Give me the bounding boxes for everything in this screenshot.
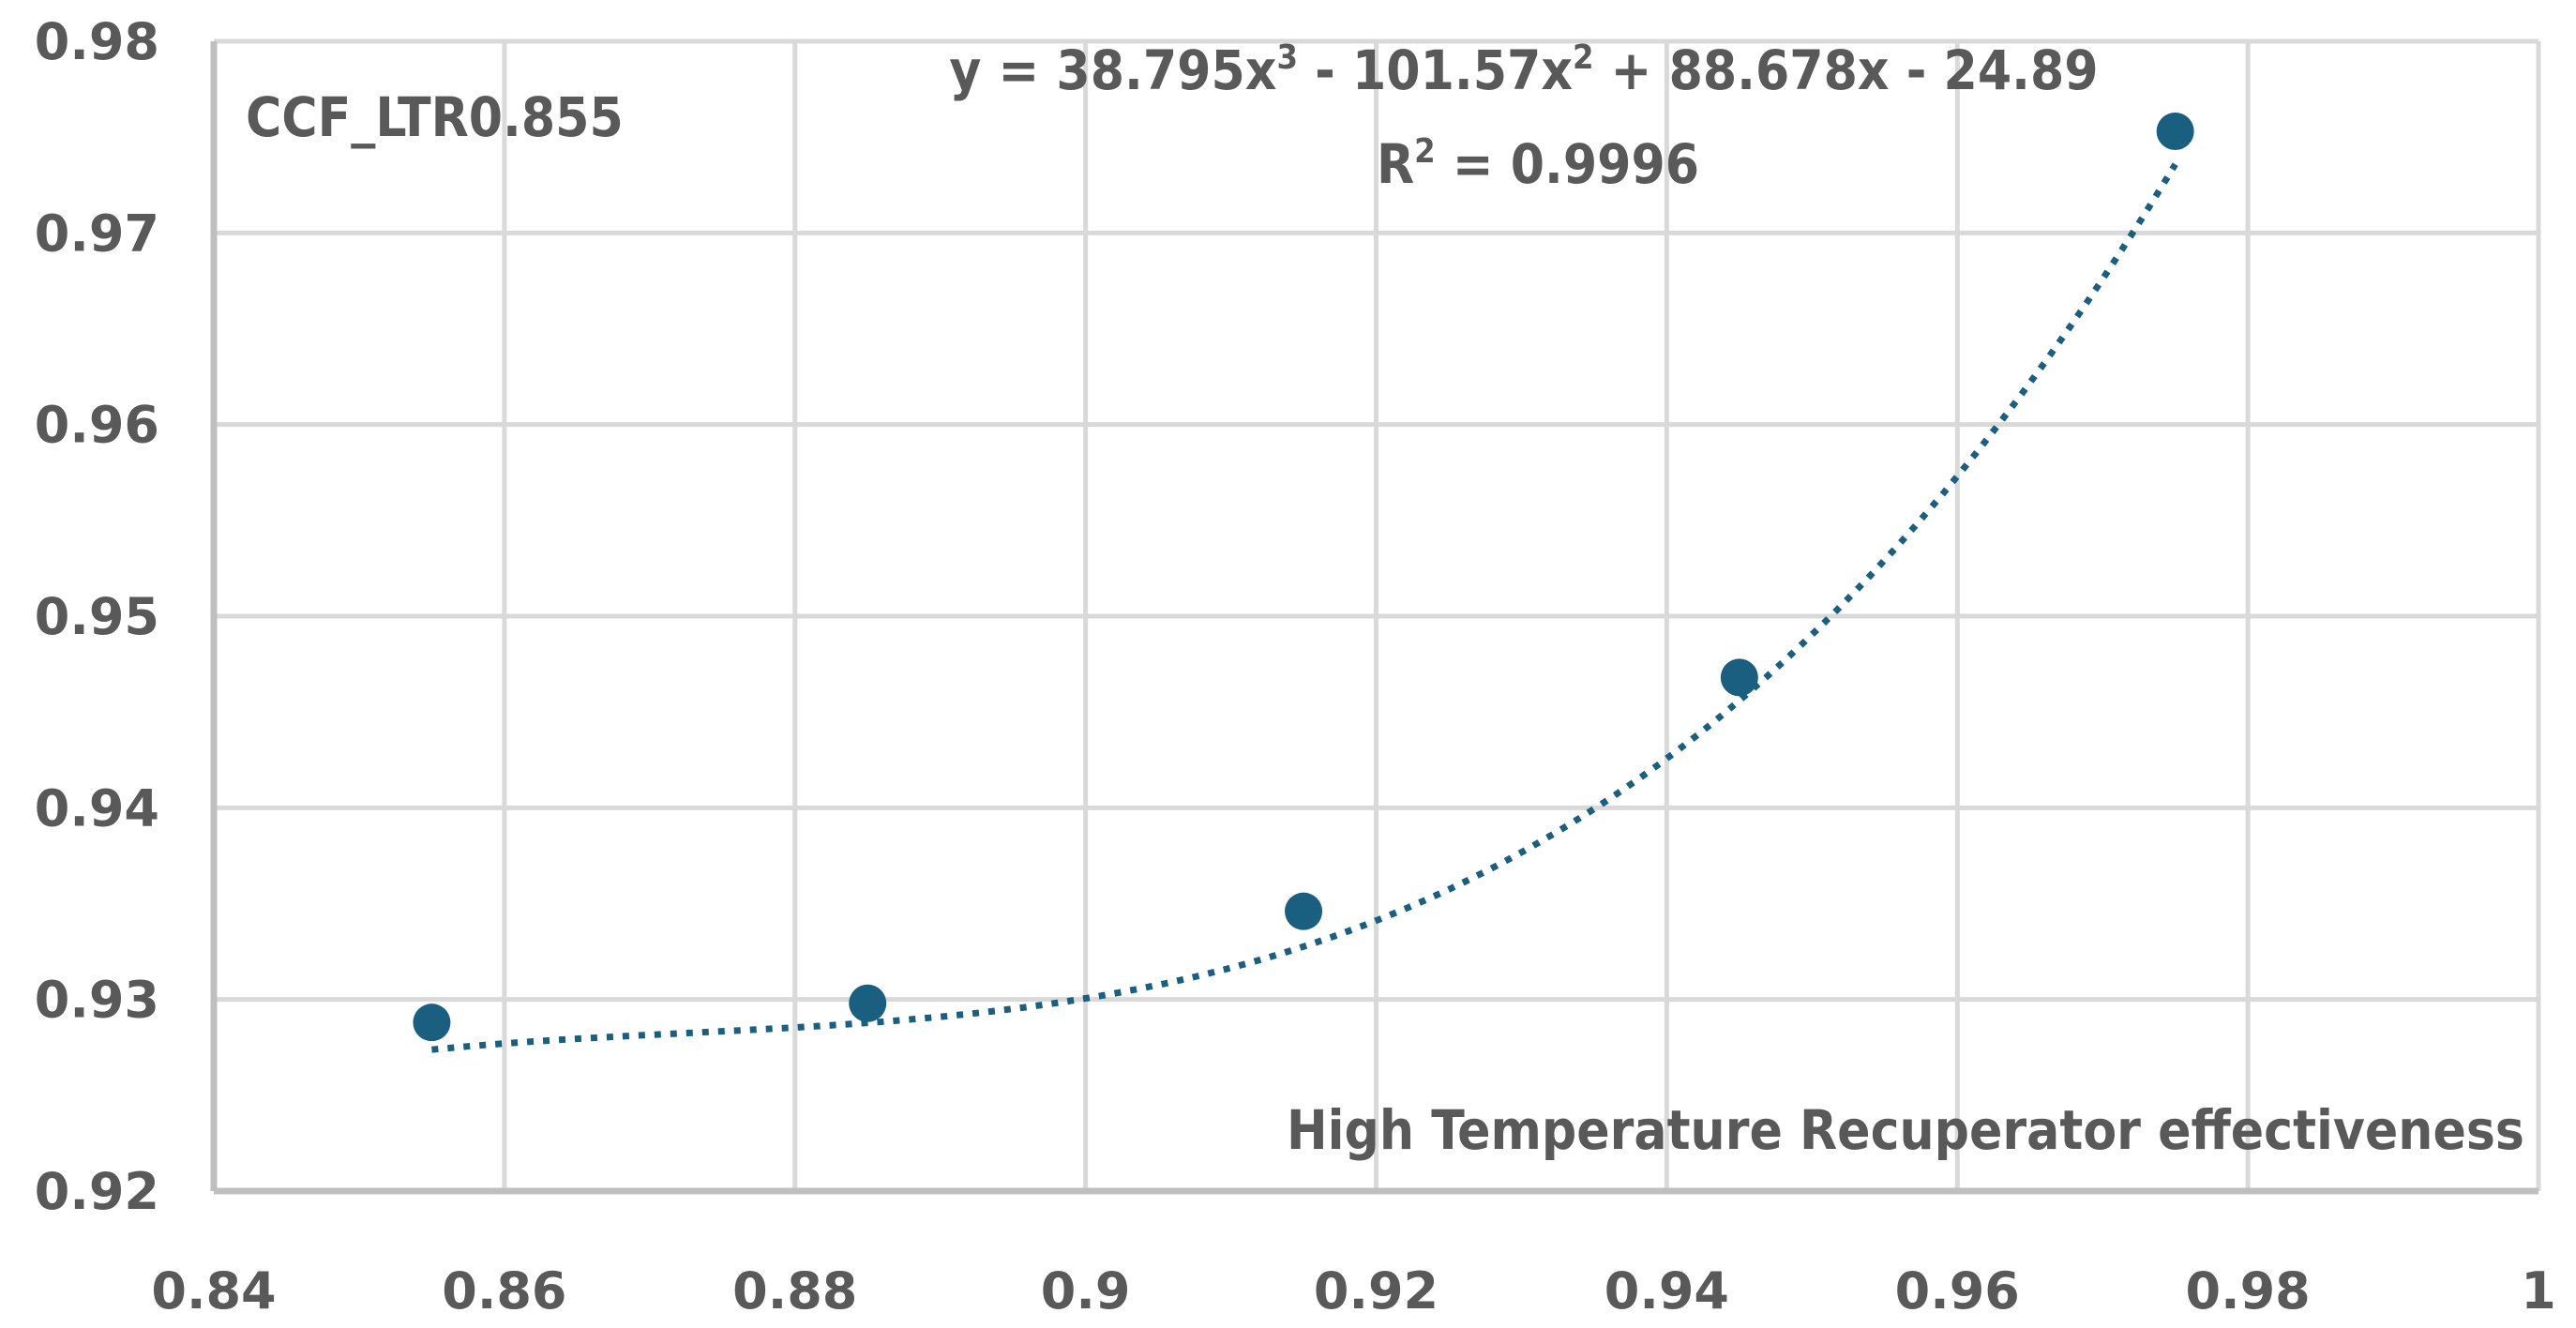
y-axis-ticks: 0.92 0.93 0.94 0.95 0.96 0.97 0.98 xyxy=(35,12,159,1221)
y-tick-label: 0.95 xyxy=(35,587,159,646)
x-tick-label: 0.94 xyxy=(1604,1261,1729,1320)
x-tick-label: 1 xyxy=(2521,1261,2556,1320)
y-tick-label: 0.93 xyxy=(35,971,159,1030)
r-squared-label: R2 = 0.9996 xyxy=(1377,132,1699,196)
x-tick-label: 0.98 xyxy=(2186,1261,2311,1320)
data-point-marker xyxy=(2156,113,2194,151)
data-point-marker xyxy=(849,984,887,1022)
data-point-marker xyxy=(1285,892,1323,930)
y-tick-label: 0.96 xyxy=(35,396,159,455)
y-tick-label: 0.97 xyxy=(35,204,159,263)
x-axis-ticks: 0.84 0.86 0.88 0.9 0.92 0.94 0.96 0.98 1 xyxy=(151,1261,2555,1320)
y-tick-label: 0.98 xyxy=(35,12,159,71)
x-tick-label: 0.96 xyxy=(1895,1261,2020,1320)
x-axis-title: High Temperature Recuperator effectivene… xyxy=(1287,1098,2524,1162)
x-tick-label: 0.84 xyxy=(151,1261,276,1320)
data-point-marker xyxy=(413,1004,451,1042)
data-points xyxy=(413,113,2194,1042)
grid-lines xyxy=(214,38,2541,1191)
x-tick-label: 0.9 xyxy=(1041,1261,1131,1320)
data-point-marker xyxy=(1720,658,1758,697)
y-tick-label: 0.92 xyxy=(35,1162,159,1221)
trendline xyxy=(431,162,2178,1053)
axes xyxy=(210,41,2538,1195)
x-tick-label: 0.86 xyxy=(442,1261,566,1320)
x-tick-label: 0.92 xyxy=(1314,1261,1439,1320)
x-tick-label: 0.88 xyxy=(732,1261,857,1320)
trendline-equation: y = 38.795x3 - 101.57x2 + 88.678x - 24.8… xyxy=(949,38,2098,102)
series-label: CCF_LTR0.855 xyxy=(246,85,624,149)
y-tick-label: 0.94 xyxy=(35,778,159,838)
